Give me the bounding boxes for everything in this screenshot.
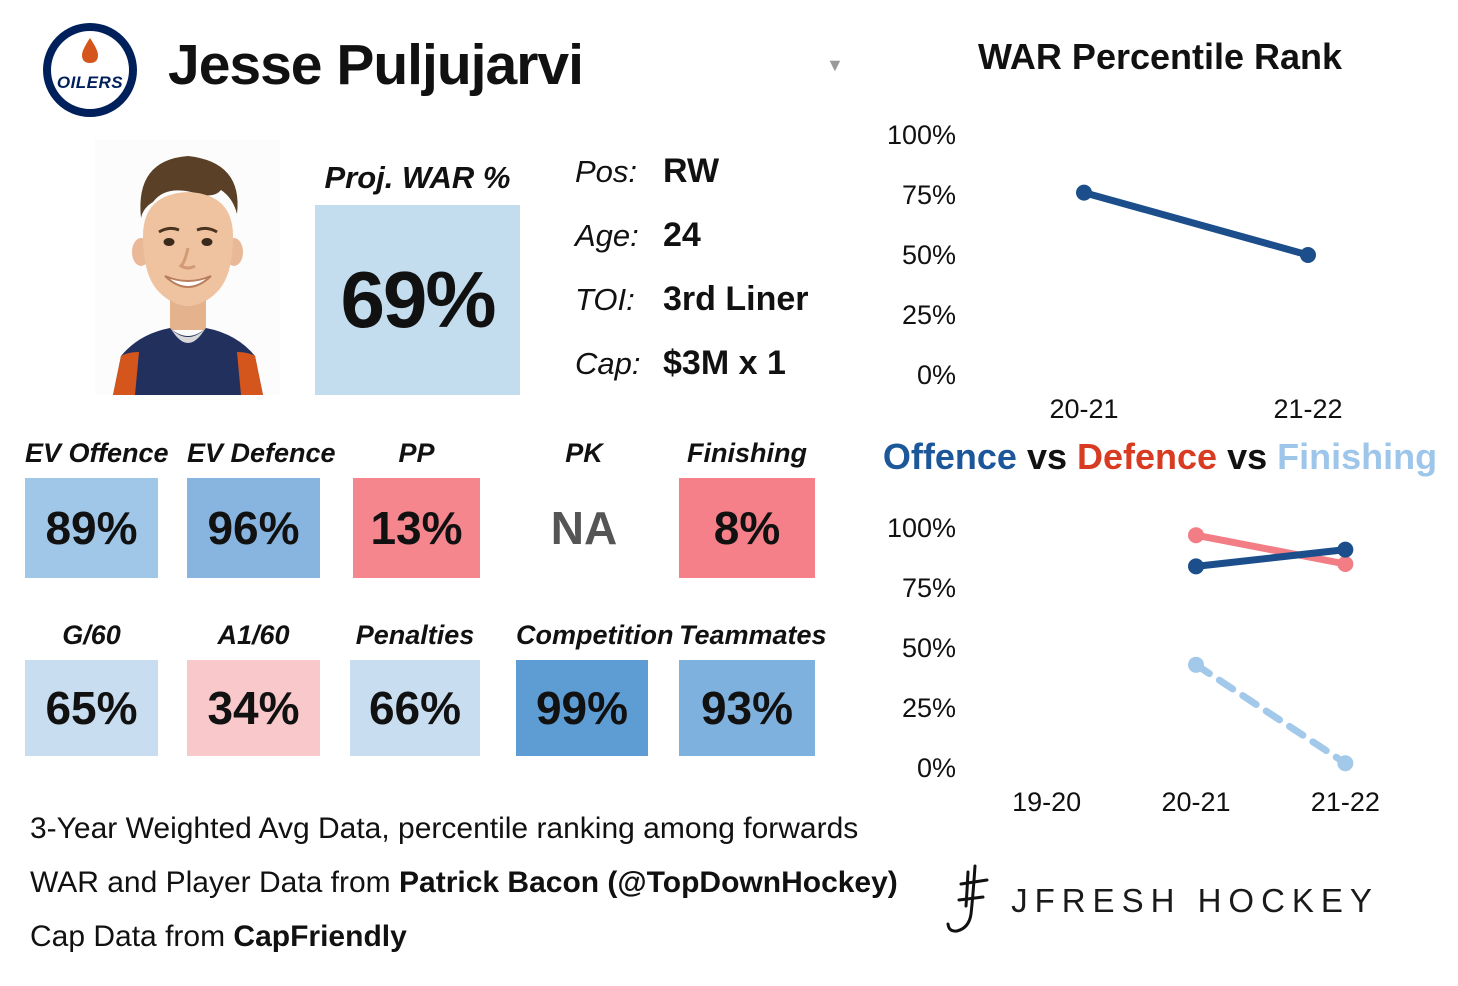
vs-chart-title-part: Offence bbox=[882, 436, 1017, 477]
stat-teammates: Teammates 93% bbox=[679, 620, 827, 756]
bio-row-cap: Cap: $3M x 1 bbox=[575, 344, 786, 383]
stat-a160: A1/60 34% bbox=[187, 620, 320, 756]
brand: JFRESH HOCKEY bbox=[880, 862, 1440, 939]
stat-value: 99% bbox=[535, 682, 629, 734]
bio-value: RW bbox=[663, 152, 720, 190]
stat-box: 66% bbox=[350, 660, 480, 756]
stat-box: 99% bbox=[516, 660, 648, 756]
stat-label: Finishing bbox=[687, 438, 807, 468]
bio-value: 3rd Liner bbox=[663, 280, 809, 318]
stat-box: 13% bbox=[353, 478, 480, 578]
svg-text:50%: 50% bbox=[902, 633, 956, 663]
stat-label: Penalties bbox=[355, 620, 475, 650]
bio-value: 24 bbox=[663, 216, 701, 254]
stat-penalties: Penalties 66% bbox=[350, 620, 480, 756]
team-name: OILERS bbox=[57, 73, 123, 92]
bio-label: Cap: bbox=[575, 346, 641, 381]
svg-text:75%: 75% bbox=[902, 180, 956, 210]
stat-label: Teammates bbox=[679, 620, 827, 650]
stat-label: A1/60 bbox=[217, 620, 290, 650]
stat-label: PK bbox=[565, 438, 603, 468]
svg-text:20-21: 20-21 bbox=[1049, 394, 1118, 424]
stat-value: 66% bbox=[368, 682, 462, 734]
proj-war-value: 69% bbox=[340, 255, 496, 344]
vs-chart-title-part: vs bbox=[1016, 436, 1077, 477]
stat-label: PP bbox=[398, 438, 435, 468]
stat-ev-offence: EV Offence 89% bbox=[25, 438, 169, 578]
brand-name: JFRESH HOCKEY bbox=[1011, 881, 1379, 919]
stat-competition: Competition 99% bbox=[516, 620, 674, 756]
stat-pp: PP 13% bbox=[353, 438, 480, 578]
footnote-line-1: 3-Year Weighted Avg Data, percentile ran… bbox=[30, 812, 858, 846]
stat-value: 13% bbox=[370, 502, 463, 554]
stat-value: 8% bbox=[713, 502, 781, 554]
footnote-line-2: WAR and Player Data from Patrick Bacon (… bbox=[30, 866, 898, 900]
svg-text:25%: 25% bbox=[902, 300, 956, 330]
stat-pk: PK NA bbox=[520, 438, 648, 578]
footnote-text: 3-Year Weighted Avg Data, percentile ran… bbox=[30, 812, 859, 845]
stat-value: 34% bbox=[207, 682, 300, 734]
stat-g60: G/60 65% bbox=[25, 620, 158, 756]
svg-text:75%: 75% bbox=[902, 573, 956, 603]
offence-defence-finishing-chart: 100% 75% 50% 25% 0% 19-20 20-21 21-22 bbox=[887, 513, 1380, 817]
bio-row-pos: Pos: RW bbox=[575, 152, 719, 191]
svg-text:21-22: 21-22 bbox=[1273, 394, 1342, 424]
war-chart-title: WAR Percentile Rank bbox=[977, 36, 1343, 77]
stat-box: 34% bbox=[187, 660, 320, 756]
svg-text:50%: 50% bbox=[902, 240, 956, 270]
stat-label: EV Defence bbox=[187, 438, 336, 468]
team-logo-icon: OILERS bbox=[42, 22, 138, 123]
svg-text:0%: 0% bbox=[917, 753, 956, 783]
jfresh-logo-icon bbox=[941, 862, 993, 939]
vs-chart-title: Offence vs Defence vs Finishing bbox=[870, 436, 1450, 478]
bio-row-toi: TOI: 3rd Liner bbox=[575, 280, 808, 319]
footnote-text: WAR and Player Data from bbox=[30, 866, 400, 899]
footnote-text: Cap Data from bbox=[30, 920, 234, 953]
footnote-credit: Patrick Bacon (@TopDownHockey) bbox=[399, 866, 898, 899]
page-title: Jesse Puljujarvi bbox=[168, 33, 584, 97]
bio-row-age: Age: 24 bbox=[575, 216, 701, 255]
footnote-line-3: Cap Data from CapFriendly bbox=[30, 920, 407, 954]
bio-label: Pos: bbox=[575, 154, 638, 189]
stat-value: NA bbox=[550, 502, 618, 554]
svg-text:100%: 100% bbox=[887, 120, 956, 150]
bio-value: $3M x 1 bbox=[663, 344, 786, 382]
stat-box: 89% bbox=[25, 478, 158, 578]
stat-box: NA bbox=[520, 478, 648, 578]
player-photo bbox=[95, 140, 280, 400]
svg-text:19-20: 19-20 bbox=[1012, 787, 1081, 817]
bio-label: TOI: bbox=[575, 282, 635, 317]
svg-text:100%: 100% bbox=[887, 513, 956, 543]
chevron-down-icon[interactable]: ▼ bbox=[826, 55, 844, 75]
vs-chart-title-part: Defence bbox=[1077, 436, 1218, 477]
stat-ev-defence: EV Defence 96% bbox=[187, 438, 336, 578]
bio-label: Age: bbox=[575, 218, 639, 253]
stat-label: G/60 bbox=[62, 620, 121, 650]
vs-chart-title-part: Finishing bbox=[1277, 436, 1438, 477]
stat-label: EV Offence bbox=[25, 438, 169, 468]
stat-value: 89% bbox=[45, 502, 138, 554]
stat-value: 93% bbox=[700, 682, 794, 734]
stat-box: 8% bbox=[679, 478, 815, 578]
footnote-credit: CapFriendly bbox=[233, 920, 407, 953]
svg-text:21-22: 21-22 bbox=[1311, 787, 1380, 817]
stat-box: 96% bbox=[187, 478, 320, 578]
stat-box: 93% bbox=[679, 660, 815, 756]
stat-value: 96% bbox=[207, 502, 300, 554]
war-percentile-chart: 100% 75% 50% 25% 0% 20-21 21-22 bbox=[887, 120, 1343, 424]
vs-chart-title-part: vs bbox=[1217, 436, 1278, 477]
stat-finishing: Finishing 8% bbox=[679, 438, 815, 578]
svg-text:25%: 25% bbox=[902, 693, 956, 723]
stat-box: 65% bbox=[25, 660, 158, 756]
svg-text:20-21: 20-21 bbox=[1161, 787, 1230, 817]
stat-value: 65% bbox=[45, 682, 138, 734]
stat-label: Competition bbox=[516, 620, 674, 650]
svg-text:0%: 0% bbox=[917, 360, 956, 390]
proj-war-label: Proj. WAR % bbox=[324, 160, 511, 195]
proj-war-box: 69% bbox=[315, 205, 520, 395]
